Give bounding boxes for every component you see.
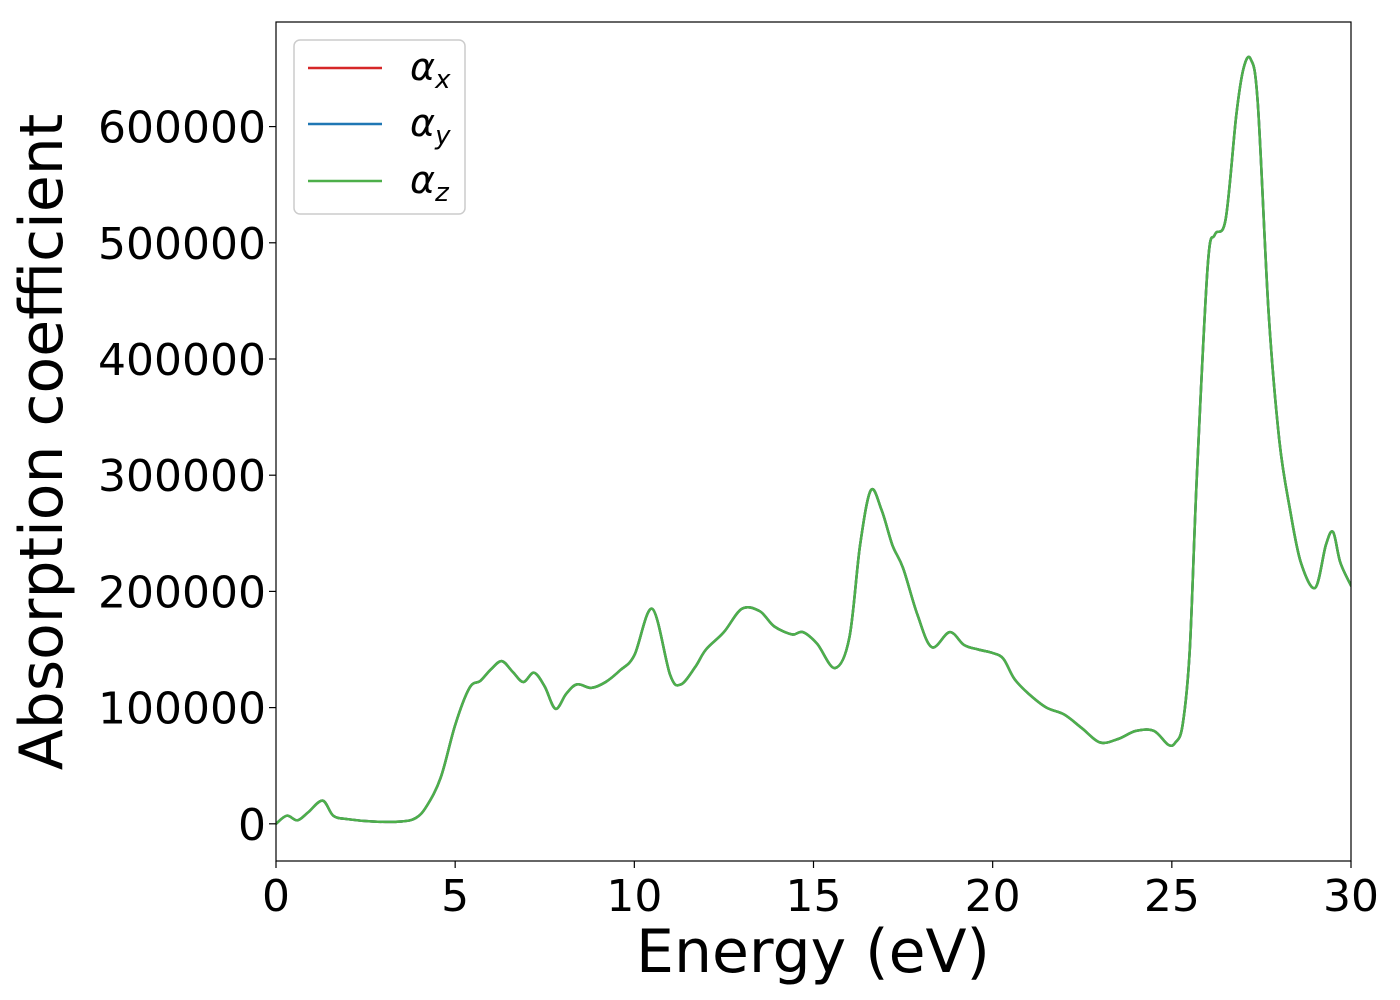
legend-box xyxy=(293,39,466,215)
y-tick-label: 500000 xyxy=(98,219,266,270)
y-axis-label: Absorption coefficient xyxy=(7,114,77,771)
x-tick-label: 10 xyxy=(606,871,662,922)
y-tick-label: 400000 xyxy=(98,335,266,386)
x-axis-label: Energy (eV) xyxy=(636,917,990,987)
legend-label-alpha-z: αz xyxy=(410,158,450,208)
x-tick-label: 5 xyxy=(441,871,469,922)
x-tick-label: 15 xyxy=(786,871,842,922)
x-tick-label: 30 xyxy=(1323,871,1379,922)
series-layer xyxy=(276,55,1351,826)
y-tick-label: 600000 xyxy=(98,103,266,154)
y-tick-label: 0 xyxy=(238,800,266,851)
y-axis-ticks: 0 100000 200000 300000 400000 500000 600000 xyxy=(98,103,276,851)
y-tick-label: 200000 xyxy=(98,567,266,618)
y-tick-label: 300000 xyxy=(98,451,266,502)
legend: αx αy αz xyxy=(293,39,466,215)
series-line-alpha-z xyxy=(276,55,1351,826)
legend-label-alpha-y: αy xyxy=(410,101,451,151)
x-tick-label: 25 xyxy=(1144,871,1200,922)
x-tick-label: 20 xyxy=(965,871,1021,922)
x-axis-ticks: 0 5 10 15 20 25 30 xyxy=(262,861,1379,922)
legend-label-alpha-x: αx xyxy=(410,45,451,95)
y-tick-label: 100000 xyxy=(98,684,266,735)
x-tick-label: 0 xyxy=(262,871,290,922)
